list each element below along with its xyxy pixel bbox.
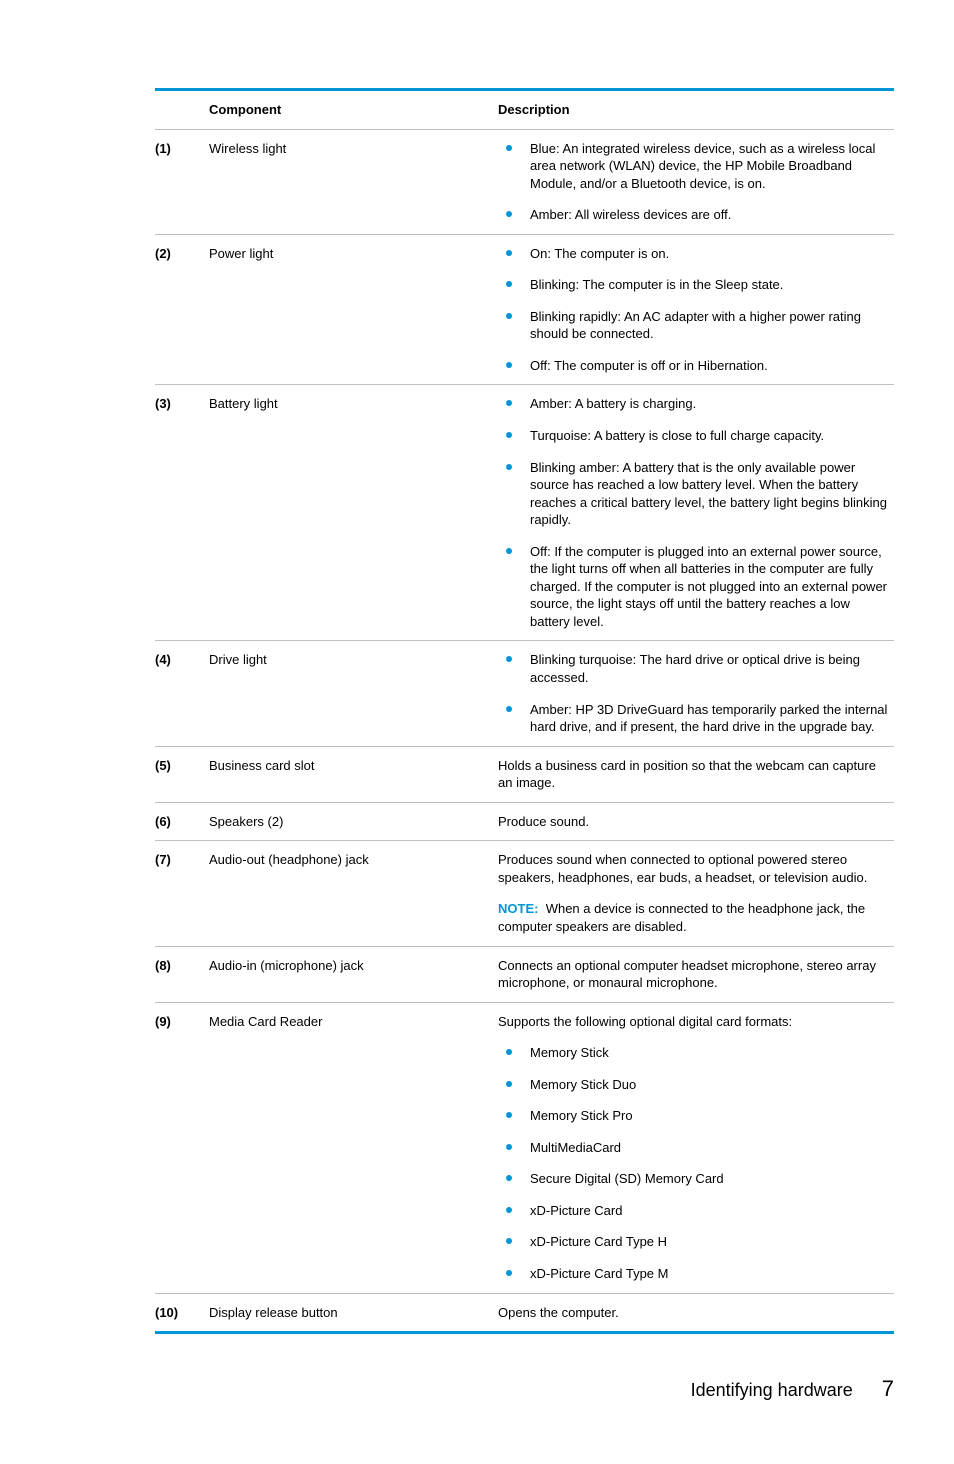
list-item: Secure Digital (SD) Memory Card [498,1170,890,1188]
table-header-row: Component Description [155,90,894,130]
components-table: Component Description (1)Wireless lightB… [155,88,894,1334]
component-description: Blue: An integrated wireless device, suc… [498,129,894,234]
component-name: Speakers (2) [209,802,498,841]
header-description: Description [498,90,894,130]
list-item: xD-Picture Card [498,1202,890,1220]
component-name: Display release button [209,1293,498,1333]
list-item: Memory Stick [498,1044,890,1062]
description-paragraph: Connects an optional computer headset mi… [498,957,890,992]
description-list: Amber: A battery is charging. Turquoise: … [498,395,890,630]
component-name: Audio-in (microphone) jack [209,946,498,1002]
list-item: Blue: An integrated wireless device, suc… [498,140,890,193]
component-description: Supports the following optional digital … [498,1002,894,1293]
description-paragraph: Produces sound when connected to optiona… [498,851,890,886]
list-item: Blinking turquoise: The hard drive or op… [498,651,890,686]
table-row: (2)Power lightOn: The computer is on. Bli… [155,234,894,385]
list-item: Off: The computer is off or in Hibernati… [498,357,890,375]
page-footer: Identifying hardware 7 [155,1374,894,1404]
description-text: Holds a business card in position so tha… [498,758,876,791]
row-number: (8) [155,946,209,1002]
description-paragraph: NOTE: When a device is connected to the … [498,900,890,935]
table-row: (4)Drive lightBlinking turquoise: The ha… [155,641,894,746]
row-number: (7) [155,841,209,946]
table-body: (1)Wireless lightBlue: An integrated wir… [155,129,894,1333]
list-item: Memory Stick Duo [498,1076,890,1094]
list-item: Amber: All wireless devices are off. [498,206,890,224]
component-description: Amber: A battery is charging. Turquoise: … [498,385,894,641]
list-item: Off: If the computer is plugged into an … [498,543,890,631]
description-paragraph: Holds a business card in position so tha… [498,757,890,792]
description-list: On: The computer is on. Blinking: The com… [498,245,890,375]
list-item: MultiMediaCard [498,1139,890,1157]
description-text: Opens the computer. [498,1305,619,1320]
description-list: Memory Stick Memory Stick Duo Memory Stick… [498,1044,890,1282]
component-description: Produce sound. [498,802,894,841]
list-item: Blinking rapidly: An AC adapter with a h… [498,308,890,343]
component-name: Business card slot [209,746,498,802]
list-item: On: The computer is on. [498,245,890,263]
description-text: Produces sound when connected to optiona… [498,852,867,885]
component-name: Power light [209,234,498,385]
component-description: Holds a business card in position so tha… [498,746,894,802]
header-component: Component [209,90,498,130]
description-paragraph: Produce sound. [498,813,890,831]
document-page: Component Description (1)Wireless lightB… [0,0,954,1464]
description-paragraph: Opens the computer. [498,1304,890,1322]
table-row: (9)Media Card ReaderSupports the followi… [155,1002,894,1293]
list-item: xD-Picture Card Type H [498,1233,890,1251]
row-number: (4) [155,641,209,746]
table-row: (6)Speakers (2)Produce sound. [155,802,894,841]
table-row: (3)Battery lightAmber: A battery is char… [155,385,894,641]
list-item: Amber: A battery is charging. [498,395,890,413]
description-text: Supports the following optional digital … [498,1014,792,1029]
row-number: (6) [155,802,209,841]
component-name: Audio-out (headphone) jack [209,841,498,946]
description-text: Produce sound. [498,814,589,829]
description-paragraph: Supports the following optional digital … [498,1013,890,1031]
component-description: Blinking turquoise: The hard drive or op… [498,641,894,746]
list-item: Blinking: The computer is in the Sleep s… [498,276,890,294]
list-item: Turquoise: A battery is close to full ch… [498,427,890,445]
table-row: (1)Wireless lightBlue: An integrated wir… [155,129,894,234]
description-list: Blue: An integrated wireless device, suc… [498,140,890,224]
component-name: Battery light [209,385,498,641]
description-list: Blinking turquoise: The hard drive or op… [498,651,890,735]
header-blank [155,90,209,130]
list-item: Memory Stick Pro [498,1107,890,1125]
list-item: xD-Picture Card Type M [498,1265,890,1283]
row-number: (1) [155,129,209,234]
footer-section-title: Identifying hardware [691,1380,853,1400]
component-name: Wireless light [209,129,498,234]
row-number: (10) [155,1293,209,1333]
component-name: Media Card Reader [209,1002,498,1293]
table-row: (5)Business card slotHolds a business ca… [155,746,894,802]
table-row: (10)Display release buttonOpens the comp… [155,1293,894,1333]
component-description: Produces sound when connected to optiona… [498,841,894,946]
description-text: When a device is connected to the headph… [498,901,865,934]
row-number: (5) [155,746,209,802]
component-name: Drive light [209,641,498,746]
note-label: NOTE: [498,901,538,916]
row-number: (9) [155,1002,209,1293]
description-text: Connects an optional computer headset mi… [498,958,876,991]
component-description: Opens the computer. [498,1293,894,1333]
component-description: On: The computer is on. Blinking: The com… [498,234,894,385]
table-row: (7)Audio-out (headphone) jackProduces so… [155,841,894,946]
list-item: Blinking amber: A battery that is the on… [498,459,890,529]
list-item: Amber: HP 3D DriveGuard has temporarily … [498,701,890,736]
row-number: (2) [155,234,209,385]
table-row: (8)Audio-in (microphone) jackConnects an… [155,946,894,1002]
component-description: Connects an optional computer headset mi… [498,946,894,1002]
row-number: (3) [155,385,209,641]
footer-page-number: 7 [882,1374,894,1404]
